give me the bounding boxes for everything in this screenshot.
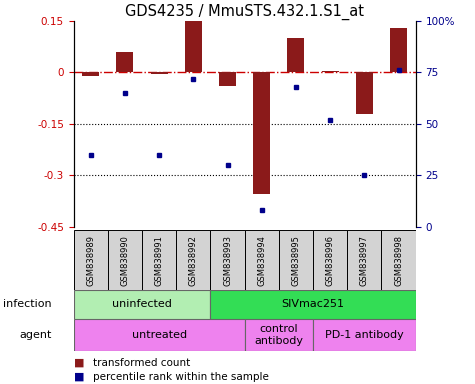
Bar — [74, 319, 245, 351]
Text: GSM838993: GSM838993 — [223, 235, 232, 286]
Bar — [313, 319, 416, 351]
Bar — [108, 230, 142, 290]
Bar — [82, 73, 99, 76]
Bar — [279, 230, 313, 290]
Text: untreated: untreated — [132, 330, 187, 340]
Text: percentile rank within the sample: percentile rank within the sample — [93, 372, 268, 382]
Bar — [176, 230, 210, 290]
Bar — [74, 230, 108, 290]
Bar — [245, 230, 279, 290]
Text: GSM838998: GSM838998 — [394, 235, 403, 286]
Bar — [347, 230, 381, 290]
Text: transformed count: transformed count — [93, 358, 190, 368]
Bar — [142, 230, 176, 290]
Text: GSM838990: GSM838990 — [121, 235, 129, 286]
Text: PD-1 antibody: PD-1 antibody — [325, 330, 404, 340]
Text: infection: infection — [3, 299, 51, 310]
Text: ■: ■ — [74, 358, 84, 368]
Title: GDS4235 / MmuSTS.432.1.S1_at: GDS4235 / MmuSTS.432.1.S1_at — [125, 3, 364, 20]
Bar — [219, 73, 236, 86]
Text: GSM838996: GSM838996 — [326, 235, 334, 286]
Bar — [356, 73, 373, 114]
Text: ■: ■ — [74, 372, 84, 382]
Bar — [74, 290, 210, 319]
Bar — [313, 230, 347, 290]
Bar — [210, 290, 416, 319]
Text: GSM838992: GSM838992 — [189, 235, 198, 286]
Text: GSM838991: GSM838991 — [155, 235, 163, 286]
Bar — [185, 21, 202, 73]
Bar — [245, 319, 313, 351]
Text: GSM838994: GSM838994 — [257, 235, 266, 286]
Text: control
antibody: control antibody — [254, 324, 304, 346]
Bar — [151, 73, 168, 74]
Bar — [210, 230, 245, 290]
Text: agent: agent — [19, 330, 51, 340]
Text: GSM838997: GSM838997 — [360, 235, 369, 286]
Bar — [287, 38, 304, 73]
Text: SIVmac251: SIVmac251 — [282, 299, 344, 310]
Bar — [390, 28, 407, 73]
Text: uninfected: uninfected — [112, 299, 172, 310]
Bar — [116, 52, 133, 73]
Text: GSM838995: GSM838995 — [292, 235, 300, 286]
Bar — [322, 71, 339, 73]
Bar — [253, 73, 270, 194]
Bar — [381, 230, 416, 290]
Text: GSM838989: GSM838989 — [86, 235, 95, 286]
